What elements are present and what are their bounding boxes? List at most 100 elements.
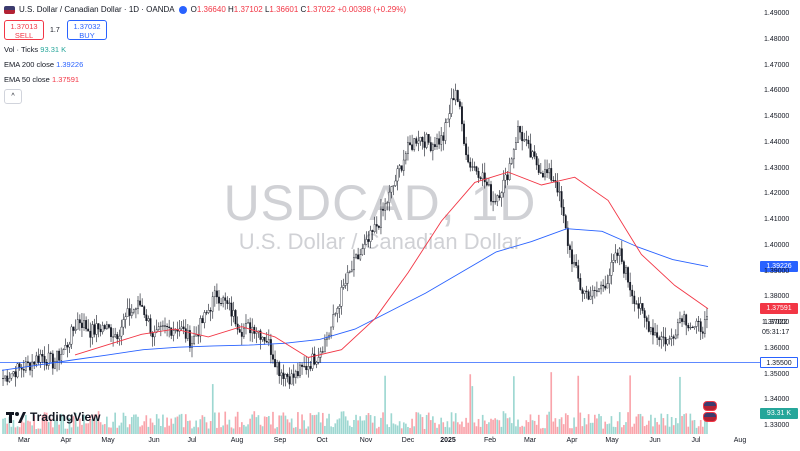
ema200-indicator-label[interactable]: EMA 200 close 1.39226: [4, 60, 84, 69]
candle-body: [643, 310, 646, 318]
volume-bar: [164, 427, 166, 434]
volume-bar: [43, 412, 46, 434]
volume-bar: [162, 414, 164, 434]
candle-body: [629, 282, 632, 291]
candle-body: [78, 319, 81, 324]
tradingview-logo[interactable]: TradingView: [6, 410, 100, 424]
volume-bar: [583, 417, 586, 434]
economic-events[interactable]: [703, 401, 717, 423]
candle-body: [579, 278, 582, 290]
time-tick: Apr: [566, 437, 578, 444]
volume-bar: [232, 428, 235, 434]
volume-bar: [618, 412, 621, 434]
candle-body: [375, 224, 378, 227]
candle-body: [64, 345, 67, 350]
volume-bar: [695, 427, 698, 434]
candle-body: [614, 252, 617, 261]
candle-body: [425, 134, 428, 148]
volume-bar: [170, 418, 173, 434]
volume-bar: [452, 421, 455, 434]
candle-body: [236, 323, 239, 330]
us-event-icon[interactable]: [703, 401, 717, 411]
candle-body: [670, 336, 673, 339]
candle-body: [585, 290, 588, 292]
volume-bar: [278, 415, 281, 434]
volume-bar: [652, 426, 654, 434]
symbol-title[interactable]: U.S. Dollar / Canadian Dollar · 1D · OAN…: [19, 5, 175, 14]
ema50-indicator-label[interactable]: EMA 50 close 1.37591: [4, 75, 80, 84]
volume-bar: [301, 414, 303, 434]
volume-bar: [274, 428, 276, 434]
price-axis[interactable]: 1.39226 1.37591 1.37022 05:31:17 1.35500 …: [760, 0, 800, 451]
volume-bar: [631, 426, 634, 434]
candle-body: [2, 378, 4, 380]
candle-body: [380, 208, 382, 228]
volume-bar: [685, 413, 688, 434]
price-tick: 1.34000: [764, 396, 790, 404]
volume-bar: [282, 412, 285, 434]
candle-body: [170, 327, 173, 336]
candle-body: [224, 297, 227, 301]
time-tick: Jun: [649, 437, 661, 444]
volume-bar: [429, 420, 432, 434]
candle-body: [6, 375, 9, 382]
candle-body: [423, 141, 426, 148]
candle-body: [595, 290, 598, 292]
time-axis[interactable]: Mar Apr May Jun Jul Aug Sep Oct Nov Dec 2025 Feb Mar…: [0, 434, 760, 451]
volume-bar: [417, 412, 420, 434]
candle-body: [485, 181, 488, 186]
candle-body: [294, 371, 297, 378]
candle-body: [593, 289, 596, 291]
volume-bar: [64, 428, 67, 434]
watermark-description: U.S. Dollar / Canadian Dollar: [238, 229, 522, 254]
candle-body: [417, 140, 420, 144]
candle-body: [303, 365, 306, 367]
volume-indicator-label[interactable]: Vol · Ticks 93.31 K: [4, 45, 67, 54]
volume-bar: [535, 424, 538, 434]
volume-bar: [330, 426, 332, 434]
candle-body: [118, 335, 121, 340]
candle-body: [205, 312, 208, 314]
candle-body: [344, 283, 347, 286]
candle-body: [353, 257, 355, 271]
buy-button[interactable]: 1.37032 BUY: [67, 20, 107, 40]
sell-button[interactable]: 1.37013 SELL: [4, 20, 44, 40]
candle-body: [631, 289, 634, 297]
volume-bar: [351, 427, 353, 434]
candle-body: [184, 328, 187, 339]
volume-bar: [255, 417, 258, 434]
candle-body: [139, 300, 142, 306]
candle-body: [137, 300, 139, 309]
volume-bar: [359, 416, 362, 434]
volume-bar: [392, 423, 395, 434]
volume-bar: [523, 426, 526, 434]
candle-body: [571, 249, 573, 265]
volume-bar: [332, 427, 335, 434]
candle-body: [242, 327, 245, 337]
volume-bar: [378, 426, 380, 434]
volume-bar: [344, 416, 347, 434]
time-tick: Dec: [401, 437, 415, 444]
candle-body: [56, 350, 58, 362]
candle-body: [8, 378, 11, 382]
candle-body: [135, 308, 137, 310]
candle-body: [695, 320, 698, 327]
volume-bar: [560, 417, 563, 434]
volume-bar: [575, 426, 577, 434]
collapse-legend-button[interactable]: ^: [4, 89, 22, 104]
volume-bar: [591, 422, 594, 434]
price-chart[interactable]: [0, 0, 760, 434]
volume-bar: [272, 411, 274, 434]
volume-bar: [147, 426, 150, 434]
volume-bar: [47, 422, 50, 434]
candle-body: [398, 165, 401, 169]
volume-bar: [602, 428, 604, 434]
candle-body: [687, 325, 690, 329]
candle-body: [132, 309, 135, 313]
volume-bar: [151, 422, 154, 434]
candle-body: [145, 314, 148, 321]
us-event-icon[interactable]: [703, 412, 717, 422]
candle-body: [97, 323, 100, 330]
volume-bar: [128, 424, 131, 434]
candle-body: [475, 166, 478, 172]
